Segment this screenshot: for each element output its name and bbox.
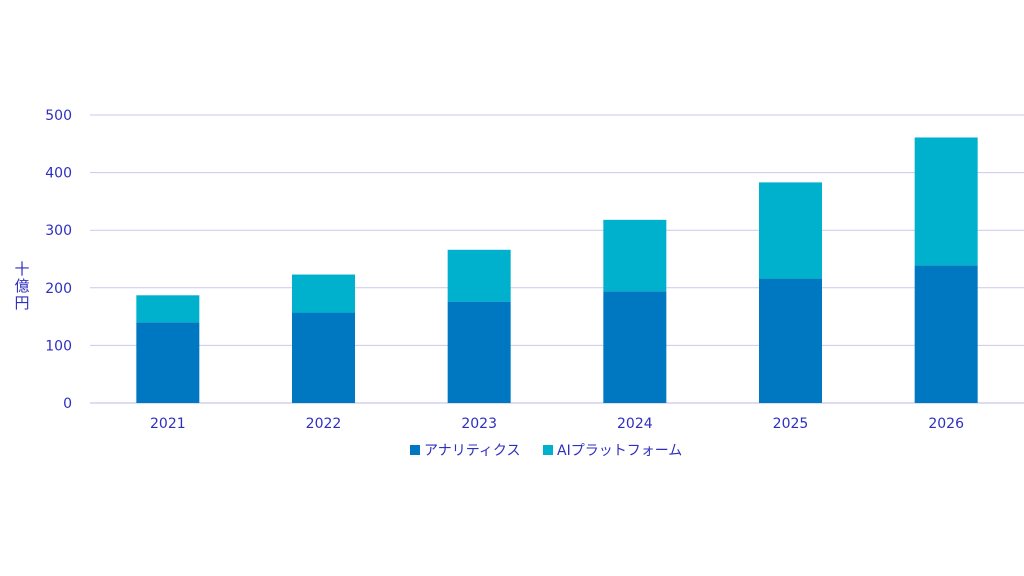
x-tick-label-2021: 2021: [150, 416, 186, 432]
bar-2024-series-2: [603, 219, 667, 292]
y-tick-label-400: 400: [45, 166, 72, 182]
y-axis-title-char-2: 億: [14, 277, 29, 295]
legend-label-2: AIプラットフォーム: [557, 443, 682, 459]
y-tick-label-0: 0: [63, 396, 72, 412]
legend: アナリティクス AIプラットフォーム: [410, 443, 682, 459]
bar-2021-series-2: [136, 295, 200, 323]
gridlines: [90, 114, 1024, 404]
y-axis-ticks: 0 100 200 300 400 500: [45, 108, 72, 412]
bar-2023-series-1: [447, 301, 511, 403]
y-tick-label-500: 500: [45, 108, 72, 124]
bar-2025-series-1: [759, 278, 822, 403]
y-tick-label-300: 300: [45, 223, 72, 239]
x-tick-label-2023: 2023: [461, 416, 497, 432]
bar-2024-series-1: [603, 291, 667, 403]
bar-2026-series-1: [914, 265, 978, 403]
bars: [136, 137, 978, 403]
legend-label-1: アナリティクス: [424, 443, 520, 459]
x-tick-label-2024: 2024: [617, 416, 653, 432]
bar-2022-series-2: [292, 274, 355, 313]
bar-2022-series-1: [292, 312, 355, 403]
legend-swatch-1: [410, 445, 420, 455]
y-axis-title-char-3: 円: [14, 294, 29, 312]
bar-2023-series-2: [447, 249, 511, 302]
bar-2026-series-2: [914, 137, 978, 266]
x-tick-label-2022: 2022: [306, 416, 342, 432]
bar-2021-series-1: [136, 322, 200, 403]
y-tick-label-200: 200: [45, 281, 72, 297]
x-tick-label-2025: 2025: [773, 416, 809, 432]
y-axis-title: 十 億 円: [14, 260, 29, 312]
x-axis-ticks: 2021 2022 2023 2024 2025 2026: [150, 416, 964, 432]
x-tick-label-2026: 2026: [928, 416, 964, 432]
y-axis-title-char-1: 十: [14, 260, 29, 278]
y-tick-label-100: 100: [45, 338, 72, 354]
bar-2025-series-2: [759, 182, 822, 279]
legend-swatch-2: [543, 445, 553, 455]
